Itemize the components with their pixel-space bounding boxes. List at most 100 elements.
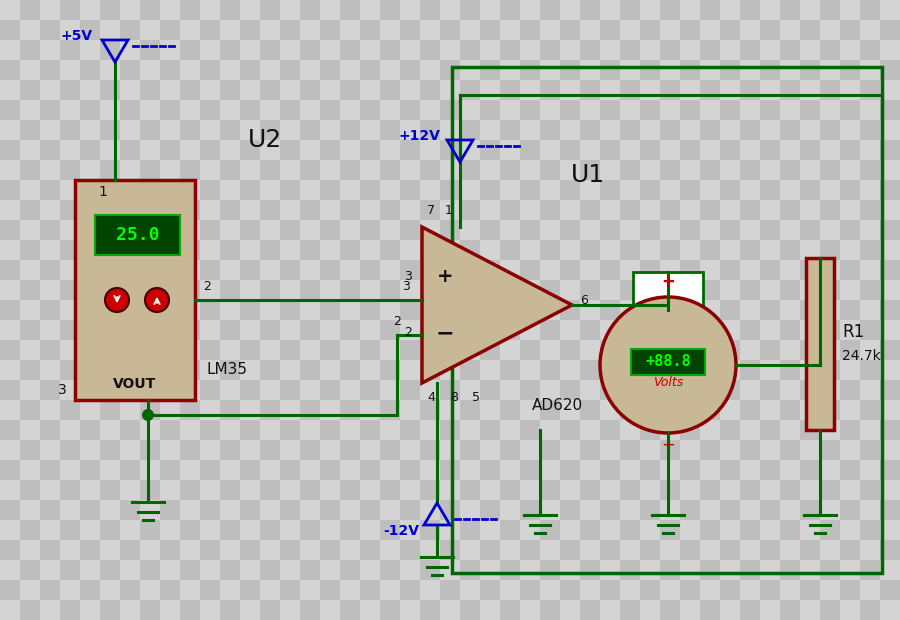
Bar [700,380,720,400]
Bar [100,420,120,440]
Bar [460,260,480,280]
Bar [580,460,600,480]
Bar [200,100,220,120]
Bar [580,440,600,460]
Bar [800,260,820,280]
Bar [440,20,460,40]
Bar [100,600,120,620]
Bar [600,320,620,340]
Bar [540,260,560,280]
Bar [780,360,800,380]
Bar [200,220,220,240]
Bar [20,280,40,300]
Bar [880,260,900,280]
Bar [400,80,420,100]
Bar [500,260,520,280]
Bar [60,600,80,620]
Bar [320,300,340,320]
Bar [120,600,140,620]
Bar [740,500,760,520]
Bar [600,200,620,220]
Bar [80,60,100,80]
Bar [480,160,500,180]
Bar [0,320,20,340]
Bar [480,60,500,80]
Bar [600,520,620,540]
Bar [320,540,340,560]
Bar [880,280,900,300]
Bar [880,20,900,40]
Bar [360,580,380,600]
Bar [0,420,20,440]
Bar [140,540,160,560]
Bar [240,500,260,520]
Bar [300,380,320,400]
Bar [440,140,460,160]
Bar [460,580,480,600]
Bar [880,360,900,380]
Bar [460,300,480,320]
Bar [800,540,820,560]
Bar [780,40,800,60]
Bar [620,180,640,200]
Bar [840,540,860,560]
Bar [400,320,420,340]
Bar [820,160,840,180]
Bar [380,120,400,140]
Bar [880,200,900,220]
Bar [860,100,880,120]
Bar [140,180,160,200]
Bar [180,320,200,340]
Bar [580,280,600,300]
Bar [700,160,720,180]
Bar [380,140,400,160]
Bar [420,180,440,200]
Bar [640,60,660,80]
Bar [380,320,400,340]
Bar [160,60,180,80]
Bar [620,80,640,100]
Bar [240,300,260,320]
Bar [220,480,240,500]
Bar [540,40,560,60]
Bar [800,440,820,460]
Bar [720,320,740,340]
Bar [0,220,20,240]
Bar [320,280,340,300]
Bar [480,600,500,620]
Bar [220,320,240,340]
Bar [780,100,800,120]
Bar [140,480,160,500]
Bar [780,420,800,440]
Bar [60,420,80,440]
Bar [380,260,400,280]
Bar [360,140,380,160]
Bar [680,600,700,620]
Bar [100,180,120,200]
Bar [400,60,420,80]
Bar [860,80,880,100]
Bar [631,349,705,375]
Bar [800,200,820,220]
Bar [680,220,700,240]
Bar [400,380,420,400]
Bar [420,220,440,240]
Bar [100,300,120,320]
Bar [880,240,900,260]
Bar [820,560,840,580]
Bar [700,480,720,500]
Bar [220,360,240,380]
Bar [860,460,880,480]
Bar [380,60,400,80]
Bar [560,240,580,260]
Bar [860,520,880,540]
Bar [100,220,120,240]
Bar [120,580,140,600]
Bar [20,440,40,460]
Bar [500,200,520,220]
Bar [100,60,120,80]
Bar [420,520,440,540]
Bar [660,580,680,600]
Bar [800,460,820,480]
Text: Volts: Volts [652,376,683,389]
